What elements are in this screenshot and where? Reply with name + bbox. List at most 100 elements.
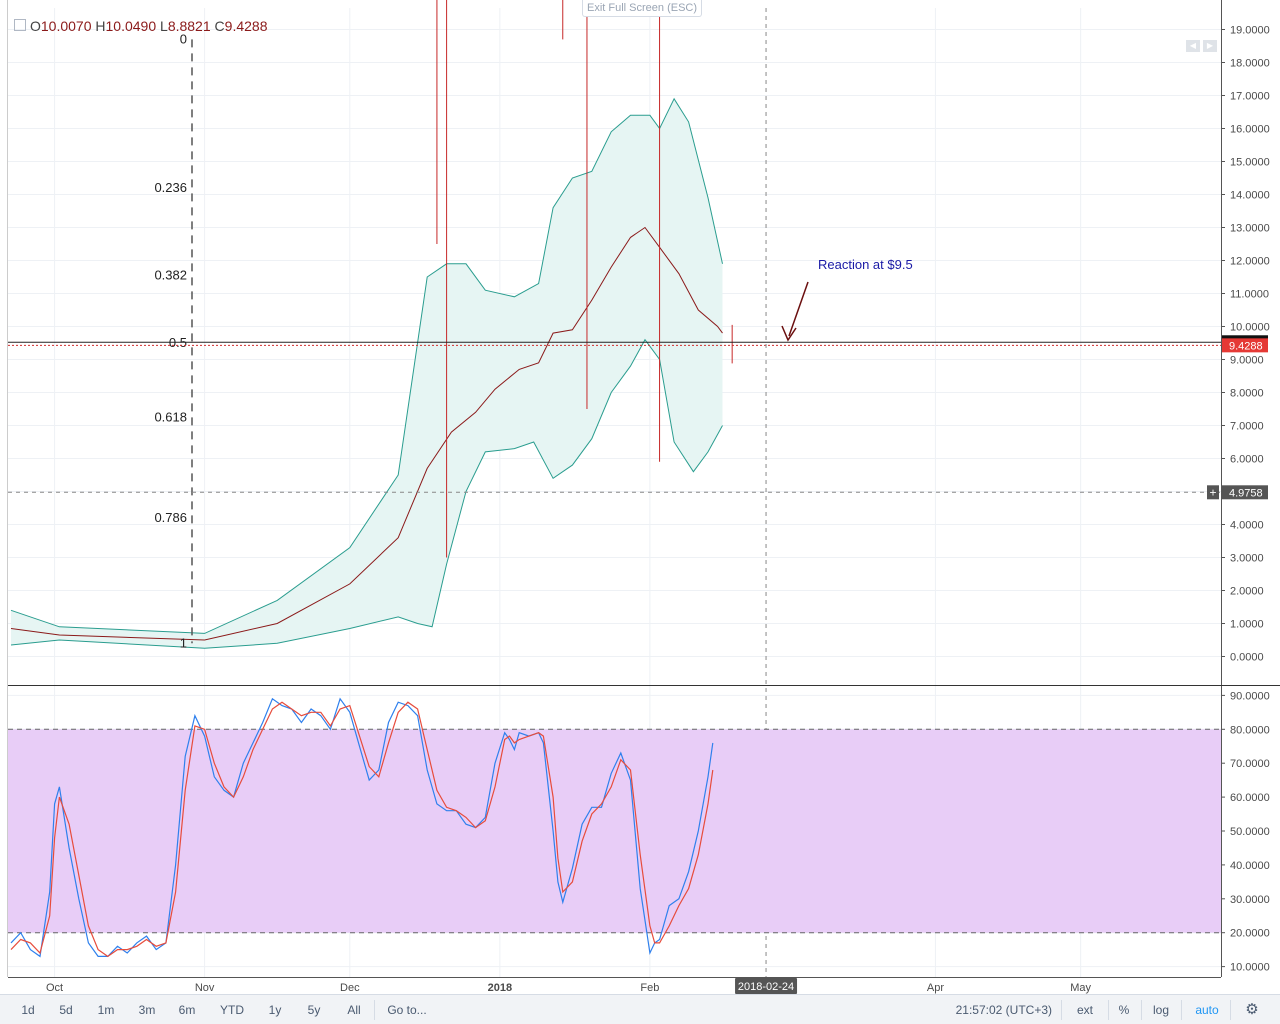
scroll-right-icon[interactable]: ▶ — [1203, 40, 1217, 52]
y-tick-label: 6.0000 — [1230, 454, 1264, 466]
price-tag-box — [1222, 338, 1268, 353]
log-button[interactable]: log — [1152, 1003, 1169, 1017]
date-tag-label: 2018-02-24 — [738, 981, 794, 993]
y-tick-label: 3.0000 — [1230, 553, 1264, 565]
fib-level-label: 0 — [180, 31, 187, 46]
fib-level-label: 0.236 — [154, 180, 187, 195]
fib-level-label: 0.618 — [154, 409, 187, 424]
date-tag-box — [735, 978, 798, 994]
y-tick-label: 11.0000 — [1230, 289, 1269, 301]
y-tick-label: 7.0000 — [1230, 421, 1264, 433]
price-tag-box — [1222, 485, 1268, 500]
y-tick-label: 18.0000 — [1230, 58, 1270, 70]
y-tick-label: 8.0000 — [1230, 388, 1264, 400]
ohlc-legend: O10.0070 H10.0490 L8.8821 C9.4288 — [14, 18, 267, 34]
stoch-y-tick-label: 10.0000 — [1230, 962, 1270, 974]
price-tag-label: 4.9758 — [1229, 487, 1263, 499]
close-value: 9.4288 — [224, 18, 268, 34]
moving-average-line — [10, 226, 723, 641]
stoch-y-tick-label: 60.0000 — [1230, 792, 1270, 804]
low-value: 8.8821 — [167, 18, 211, 34]
x-tick-label: 2018 — [488, 982, 512, 994]
close-label: C — [214, 18, 225, 34]
range-1m-button[interactable]: 1m — [97, 1003, 115, 1017]
range-ytd-button[interactable]: YTD — [220, 1003, 244, 1017]
ext-button[interactable]: ext — [1076, 1003, 1093, 1017]
fib-level-label: 0.382 — [154, 267, 187, 282]
clock-readout: 21:57:02 (UTC+3) — [955, 1003, 1052, 1017]
goto-date-button[interactable]: Go to... — [387, 1003, 427, 1017]
x-tick-label: Dec — [340, 982, 360, 994]
high-label: H — [95, 18, 106, 34]
x-tick-label: Apr — [927, 982, 944, 994]
bollinger-upper-line — [10, 97, 723, 634]
bollinger-lower-line — [10, 338, 723, 649]
toolbar-separator — [1141, 1000, 1142, 1020]
pane-controls: ◀ ▶ — [1186, 35, 1220, 53]
y-tick-label: 4.0000 — [1230, 520, 1264, 532]
scroll-left-icon[interactable]: ◀ — [1186, 40, 1200, 52]
low-label: L — [160, 18, 168, 34]
stoch-y-tick-label: 50.0000 — [1230, 826, 1270, 838]
crosshair-price-tag: +4.9758 — [1207, 485, 1268, 500]
y-tick-label: 14.0000 — [1230, 190, 1270, 202]
plus-icon: + — [1209, 485, 1216, 499]
range-1d-button[interactable]: 1d — [21, 1003, 35, 1017]
bollinger-band-fill — [11, 98, 723, 649]
stoch-y-tick-label: 20.0000 — [1230, 928, 1270, 940]
price-tag-label: 9.4288 — [1229, 340, 1263, 352]
range-3m-button[interactable]: 3m — [138, 1003, 156, 1017]
toolbar-separator — [374, 1000, 375, 1020]
open-value: 10.0070 — [40, 18, 92, 34]
y-tick-label: 17.0000 — [1230, 91, 1270, 103]
stoch-y-tick-label: 90.0000 — [1230, 690, 1270, 702]
stoch-y-tick-label: 40.0000 — [1230, 860, 1270, 872]
crosshair-plus-icon — [1207, 485, 1219, 500]
stoch-y-tick-label: 30.0000 — [1230, 894, 1270, 906]
toolbar-separator — [1181, 1000, 1182, 1020]
range-5y-button[interactable]: 5y — [307, 1003, 321, 1017]
toolbar-separator — [1108, 1000, 1109, 1020]
crosshair-date-tag: 2018-02-24 — [735, 978, 798, 994]
x-tick-label: May — [1070, 982, 1091, 994]
range-all-button[interactable]: All — [347, 1003, 361, 1017]
y-tick-label: 15.0000 — [1230, 157, 1270, 169]
range-5d-button[interactable]: 5d — [59, 1003, 73, 1017]
y-tick-label: 2.0000 — [1230, 586, 1264, 598]
y-tick-label: 9.0000 — [1230, 355, 1264, 367]
annotation-text: Reaction at $9.5 — [818, 257, 913, 272]
toolbar-separator — [1061, 1000, 1062, 1020]
y-tick-label: 12.0000 — [1230, 256, 1270, 268]
y-tick-label: 10.0000 — [1230, 322, 1270, 334]
toolbar-separator — [1230, 1000, 1231, 1020]
range-1y-button[interactable]: 1y — [268, 1003, 282, 1017]
gear-icon[interactable]: ⚙ — [1245, 1001, 1259, 1018]
x-tick-label: Oct — [46, 982, 63, 994]
x-tick-label: Feb — [640, 982, 659, 994]
open-label: O — [30, 18, 41, 34]
percent-button[interactable]: % — [1118, 1003, 1130, 1017]
stoch-y-tick-label: 70.0000 — [1230, 758, 1270, 770]
fib-level-label: 1 — [180, 635, 187, 650]
range-6m-button[interactable]: 6m — [178, 1003, 196, 1017]
x-tick-label: Nov — [195, 982, 215, 994]
annotation-arrow — [788, 281, 809, 337]
y-tick-label: 13.0000 — [1230, 223, 1270, 235]
auto-button[interactable]: auto — [1195, 1003, 1219, 1017]
y-tick-label: 19.0000 — [1230, 25, 1270, 37]
bottom-toolbar: 1d 5d 1m 3m 6m YTD 1y 5y All Go to... 21… — [0, 994, 1280, 1024]
y-tick-label: 16.0000 — [1230, 124, 1270, 136]
last-price-tag: 9.4288 — [1222, 338, 1268, 353]
exit-fullscreen-button[interactable]: Exit Full Screen (ESC) — [582, 0, 702, 17]
stochastic-zone — [8, 729, 1221, 933]
stoch-y-tick-label: 80.0000 — [1230, 724, 1270, 736]
high-value: 10.0490 — [105, 18, 157, 34]
fib-level-label: 0.786 — [154, 510, 187, 525]
y-tick-label: 0.0000 — [1230, 652, 1264, 664]
stochastic-d-line — [10, 701, 714, 958]
collapse-legend-icon[interactable] — [14, 19, 26, 32]
y-tick-label: 1.0000 — [1230, 619, 1264, 631]
arrow-head-icon — [781, 325, 797, 342]
stochastic-k-line — [10, 697, 714, 958]
